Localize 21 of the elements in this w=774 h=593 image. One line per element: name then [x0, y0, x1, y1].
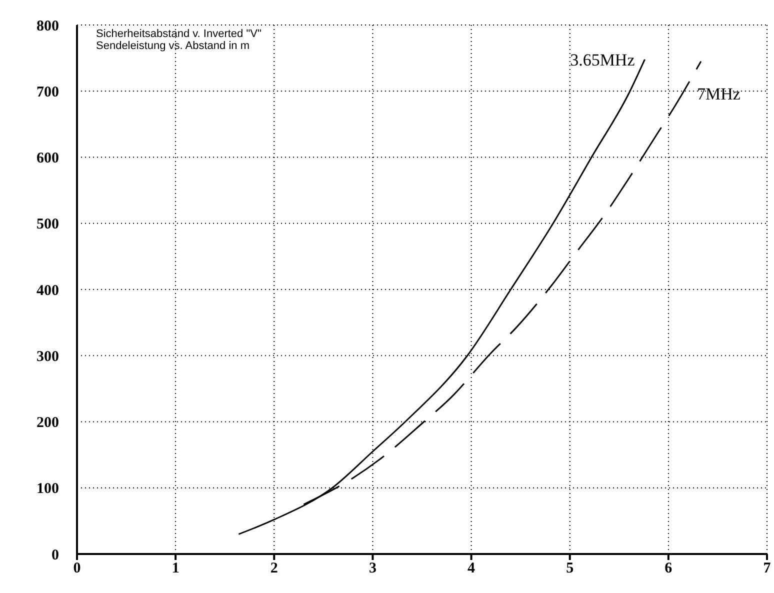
y-tick-label: 700: [36, 84, 59, 100]
y-tick-label: 600: [36, 150, 59, 167]
x-tick-label: 4: [468, 560, 476, 577]
x-tick-label: 5: [566, 560, 574, 577]
x-tick-label: 1: [172, 560, 180, 577]
annotation: Sendeleistung vs. Abstand in m: [96, 40, 250, 52]
x-tick-label: 3: [368, 560, 376, 577]
y-tick-label: 800: [36, 18, 59, 34]
y-tick-label: 400: [36, 282, 59, 299]
x-tick-label: 2: [270, 560, 278, 577]
y-tick-label: 200: [36, 415, 59, 432]
y-tick-label: 0: [52, 547, 59, 564]
x-tick-label: 6: [664, 560, 673, 577]
x-tick-label: 7: [763, 560, 772, 577]
y-tick-label: 500: [36, 216, 59, 233]
y-tick-label: 300: [36, 348, 59, 365]
y-tick-label: 100: [36, 481, 59, 498]
annotation: Sicherheitsabstand v. Inverted "V": [96, 28, 262, 40]
series-label: 3.65MHz: [570, 50, 636, 70]
x-tick-label: 0: [73, 560, 81, 577]
series-label: 7MHz: [696, 84, 741, 104]
